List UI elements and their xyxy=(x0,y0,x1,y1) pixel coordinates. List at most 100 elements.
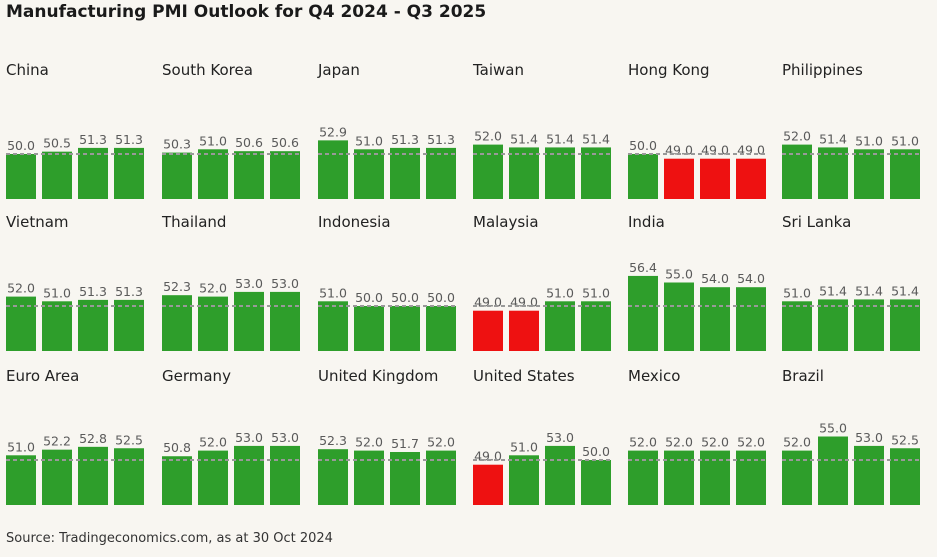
data-label: 52.0 xyxy=(783,129,811,144)
bar xyxy=(318,301,348,351)
chart-title: Manufacturing PMI Outlook for Q4 2024 - … xyxy=(6,2,487,22)
data-label: 52.5 xyxy=(891,432,919,447)
data-label: 52.0 xyxy=(427,435,455,450)
bar xyxy=(854,149,884,199)
data-label: 50.8 xyxy=(163,440,191,455)
bar xyxy=(628,275,658,351)
bar-chart: 52.0 51.4 51.4 51.4 xyxy=(473,129,611,199)
data-label: 51.4 xyxy=(819,131,847,146)
bar-chart: 50.0 50.5 51.3 51.3 xyxy=(6,132,144,199)
bar xyxy=(426,306,456,351)
data-label: 52.0 xyxy=(199,435,227,450)
bar xyxy=(545,147,575,199)
bar xyxy=(6,296,36,351)
bar xyxy=(354,306,384,351)
bar xyxy=(234,445,264,505)
data-label: 52.9 xyxy=(319,124,347,139)
bar-chart: 50.8 52.0 53.0 53.0 xyxy=(162,430,300,505)
data-label: 51.0 xyxy=(43,285,71,300)
panel-title: Taiwan xyxy=(473,61,525,79)
bar xyxy=(628,154,658,199)
data-label: 52.0 xyxy=(783,435,811,450)
bar xyxy=(628,450,658,505)
bar-chart: 51.0 52.2 52.8 52.5 xyxy=(6,431,144,505)
bar xyxy=(782,301,812,351)
bar xyxy=(509,147,539,199)
bar xyxy=(545,301,575,351)
data-label: 52.0 xyxy=(474,129,502,144)
bar-chart: 52.0 51.0 51.3 51.3 xyxy=(6,281,144,351)
bar xyxy=(581,460,611,505)
bar xyxy=(581,147,611,199)
bar xyxy=(162,456,192,505)
panel-title: South Korea xyxy=(162,61,253,79)
bar-chart: 49.0 49.0 51.0 51.0 xyxy=(473,285,611,351)
data-label: 52.8 xyxy=(79,431,107,446)
panel-united-kingdom: United Kingdom 52.3 52.0 51.7 52.0 xyxy=(318,367,468,507)
data-label: 52.3 xyxy=(163,279,191,294)
bar xyxy=(818,299,848,351)
bar-chart: 52.0 51.4 51.0 51.0 xyxy=(782,129,920,199)
data-label: 50.0 xyxy=(629,138,657,153)
bar xyxy=(545,445,575,505)
bar xyxy=(78,147,108,199)
bar xyxy=(736,450,766,505)
panel-germany: Germany 50.8 52.0 53.0 53.0 xyxy=(162,367,312,507)
bar xyxy=(890,299,920,351)
bar xyxy=(234,291,264,351)
data-label: 50.0 xyxy=(427,290,455,305)
data-label: 51.7 xyxy=(391,436,419,451)
panel-title: Germany xyxy=(162,367,231,385)
data-label: 52.0 xyxy=(629,435,657,450)
data-label: 49.0 xyxy=(474,449,502,464)
bar-chart: 52.3 52.0 51.7 52.0 xyxy=(318,433,456,505)
bar xyxy=(114,448,144,505)
source-note: Source: Tradingeconomics.com, as at 30 O… xyxy=(6,531,333,546)
data-label: 49.0 xyxy=(474,295,502,310)
bar xyxy=(581,301,611,351)
bar xyxy=(234,151,264,199)
data-label: 49.0 xyxy=(665,143,693,158)
data-label: 51.0 xyxy=(7,439,35,454)
bar xyxy=(854,299,884,351)
data-label: 51.0 xyxy=(546,285,574,300)
data-label: 51.4 xyxy=(582,131,610,146)
data-label: 51.3 xyxy=(391,132,419,147)
bar xyxy=(509,310,539,351)
bar xyxy=(736,287,766,351)
data-label: 51.0 xyxy=(783,285,811,300)
panel-india: India 56.4 55.0 54.0 54.0 xyxy=(628,213,778,353)
bar xyxy=(198,296,228,351)
panel-taiwan: Taiwan 52.0 51.4 51.4 51.4 xyxy=(473,61,623,201)
panel-title: Japan xyxy=(318,61,360,79)
bar xyxy=(318,449,348,505)
bar xyxy=(818,436,848,505)
bar xyxy=(354,149,384,199)
data-label: 51.3 xyxy=(79,284,107,299)
bar-chart: 51.0 51.4 51.4 51.4 xyxy=(782,283,920,351)
bar xyxy=(42,449,72,505)
bar xyxy=(854,445,884,505)
bar xyxy=(664,158,694,199)
panel-vietnam: Vietnam 52.0 51.0 51.3 51.3 xyxy=(6,213,156,353)
bar-chart: 51.0 50.0 50.0 50.0 xyxy=(318,285,456,351)
data-label: 51.0 xyxy=(510,439,538,454)
panel-title: Vietnam xyxy=(6,213,69,231)
data-label: 51.0 xyxy=(355,133,383,148)
bar xyxy=(42,301,72,351)
data-label: 52.0 xyxy=(355,435,383,450)
data-label: 51.4 xyxy=(546,131,574,146)
data-label: 51.3 xyxy=(427,132,455,147)
panel-south-korea: South Korea 50.3 51.0 50.6 50.6 xyxy=(162,61,312,201)
data-label: 52.2 xyxy=(43,434,71,449)
panel-thailand: Thailand 52.3 52.0 53.0 53.0 xyxy=(162,213,312,353)
data-label: 50.5 xyxy=(43,136,71,151)
data-label: 54.0 xyxy=(701,271,729,286)
data-label: 53.0 xyxy=(855,430,883,445)
bar xyxy=(818,147,848,199)
data-label: 56.4 xyxy=(629,260,657,275)
panel-title: Hong Kong xyxy=(628,61,710,79)
panel-indonesia: Indonesia 51.0 50.0 50.0 50.0 xyxy=(318,213,468,353)
bar xyxy=(270,151,300,199)
data-label: 51.4 xyxy=(891,283,919,298)
